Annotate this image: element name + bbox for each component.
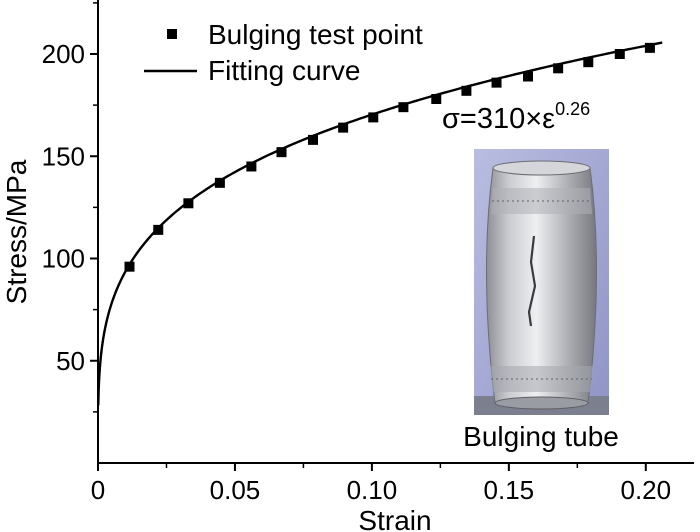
y-tick-label: 50 <box>56 346 85 376</box>
test-point <box>183 198 194 209</box>
test-point <box>491 77 502 88</box>
test-point <box>431 93 442 104</box>
test-point <box>644 42 655 53</box>
x-tick-label: 0.10 <box>347 475 398 505</box>
y-tick-label: 200 <box>42 39 85 69</box>
test-point <box>368 112 379 123</box>
test-point <box>583 57 594 68</box>
legend-label-fitting-curve: Fitting curve <box>208 55 361 86</box>
test-point <box>214 177 225 188</box>
inset-caption: Bulging tube <box>463 421 619 452</box>
y-tick-label: 100 <box>42 244 85 274</box>
test-points <box>124 42 655 272</box>
x-ticks: 0 0.05 0.10 0.15 0.20 <box>91 463 671 505</box>
fit-equation-exponent: 0.26 <box>555 99 590 119</box>
x-tick-label: 0.20 <box>620 475 671 505</box>
y-axis-title: Stress/MPa <box>1 159 32 304</box>
x-tick-label: 0.05 <box>210 475 261 505</box>
test-point <box>308 134 319 145</box>
test-point <box>276 147 287 158</box>
y-tick-label: 150 <box>42 141 85 171</box>
fit-equation: σ=310×ε0.26 <box>442 99 590 135</box>
test-point <box>461 85 472 96</box>
fit-equation-main: σ=310×ε <box>442 103 555 135</box>
test-point <box>124 261 135 272</box>
x-tick-label: 0.15 <box>484 475 535 505</box>
test-point <box>523 71 534 82</box>
legend: Bulging test point Fitting curve <box>144 19 423 86</box>
y-ticks: 50 100 150 200 <box>42 2 98 413</box>
test-point <box>338 122 349 133</box>
test-point <box>614 49 625 59</box>
bulging-tube-photo <box>474 149 609 415</box>
test-point <box>246 161 257 172</box>
x-tick-label: 0 <box>91 475 105 505</box>
test-point <box>553 63 564 74</box>
test-point <box>398 102 409 113</box>
legend-marker-square <box>167 29 177 39</box>
test-point <box>153 224 164 235</box>
legend-label-test-point: Bulging test point <box>208 19 423 50</box>
x-axis-title: Strain <box>358 505 431 532</box>
